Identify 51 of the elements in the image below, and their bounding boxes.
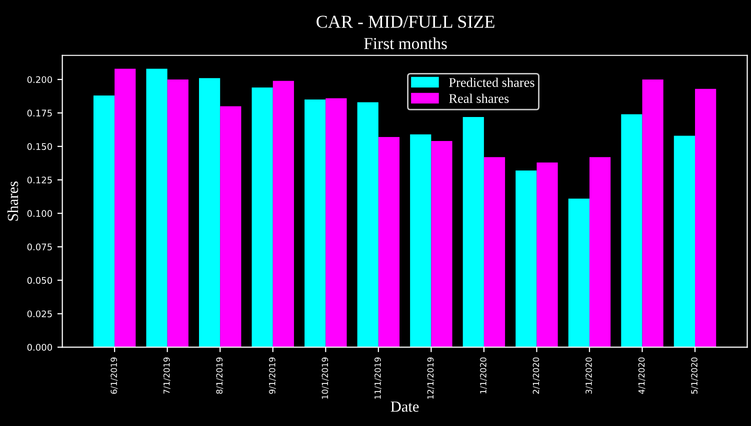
bar (674, 136, 696, 348)
bar (536, 162, 558, 348)
y-tick-label: 0.175 (27, 110, 52, 116)
x-tick-label: 6/1/2019 (110, 358, 118, 394)
x-tick-label: 11/1/2019 (374, 358, 382, 399)
bar (326, 98, 347, 348)
y-tick-label: 0.025 (27, 310, 52, 318)
bar (516, 170, 537, 348)
bar (114, 68, 136, 348)
x-axis-title: Date (390, 402, 419, 412)
y-tick-label: 0.200 (27, 76, 52, 84)
bar (642, 79, 664, 348)
x-tick-label: 7/1/2019 (163, 358, 170, 394)
bar (484, 157, 506, 348)
bar (252, 88, 273, 348)
bar (378, 137, 400, 348)
legend-label: Predicted shares (449, 78, 534, 87)
y-tick-label: 0.050 (27, 276, 52, 284)
bar (568, 198, 590, 348)
x-tick-label: 12/1/2019 (427, 358, 434, 399)
y-tick-label: 0.075 (27, 244, 52, 250)
bar (167, 79, 188, 348)
chart-title: CAR - MID/FULL SIZE (316, 16, 494, 28)
x-tick-label: 5/1/2020 (691, 357, 698, 394)
chart-subtitle: First months (364, 37, 447, 50)
y-tick-label: 0.150 (27, 143, 52, 150)
bar (93, 96, 115, 348)
bar (146, 68, 168, 348)
y-axis-title: Shares (7, 181, 18, 221)
y-tick-label: 0.125 (27, 176, 52, 184)
bar (304, 100, 326, 348)
bar (589, 157, 611, 348)
y-tick-label: 0.100 (27, 210, 52, 217)
y-tick-label: 0.000 (27, 344, 52, 351)
legend-label: Real shares (449, 94, 509, 103)
x-tick-label: 8/1/2019 (216, 358, 224, 394)
bar (431, 141, 452, 348)
x-tick-label: 9/1/2019 (268, 358, 276, 394)
x-tick-label: 4/1/2020 (638, 357, 646, 394)
bar (220, 106, 242, 348)
bar (272, 80, 294, 348)
bar (462, 116, 484, 348)
bar (357, 102, 378, 348)
bar (695, 88, 716, 348)
x-tick-label: 1/1/2020 (480, 357, 488, 394)
bar (621, 114, 642, 348)
bar (410, 134, 432, 348)
x-tick-label: 10/1/2019 (322, 358, 329, 399)
x-tick-label: 2/1/2020 (532, 357, 540, 394)
x-tick-label: 3/1/2020 (586, 357, 593, 394)
bar (199, 78, 220, 348)
